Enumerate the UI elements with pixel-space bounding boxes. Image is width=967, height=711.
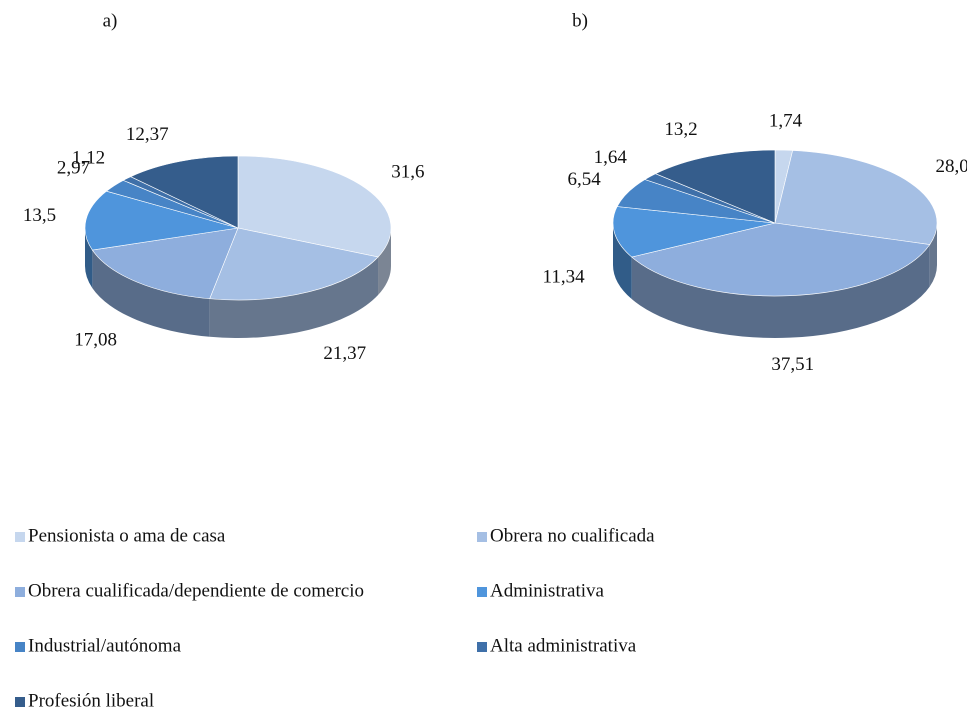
- data-label: 37,51: [771, 354, 814, 375]
- legend-label: Pensionista o ama de casa: [28, 525, 226, 546]
- slice-side: [85, 228, 93, 289]
- data-label: 28,03: [936, 156, 967, 177]
- slice: [631, 222, 931, 297]
- slice: [654, 149, 776, 224]
- data-label: 1,64: [594, 147, 628, 168]
- slice: [130, 155, 239, 229]
- slice-side: [378, 228, 391, 295]
- data-label: 1,74: [769, 111, 803, 132]
- data-label: 2,97: [57, 157, 90, 178]
- legend-swatch: [15, 532, 25, 542]
- slice-side: [92, 250, 210, 337]
- legend-label: Administrativa: [490, 580, 605, 601]
- legend-swatch: [477, 642, 487, 652]
- data-label: 1,12: [72, 148, 105, 169]
- data-label: 13,5: [23, 205, 56, 226]
- data-label: 12,37: [126, 124, 169, 145]
- legend-swatch: [477, 587, 487, 597]
- data-label: 13,2: [664, 119, 697, 140]
- slice-side: [613, 223, 632, 300]
- data-label: 11,34: [543, 266, 586, 287]
- data-label: 21,37: [323, 343, 366, 364]
- slice: [91, 227, 239, 300]
- legend-label: Obrera cualificada/dependiente de comerc…: [28, 580, 364, 601]
- legend-label: Profesión liberal: [28, 690, 154, 711]
- slice: [237, 155, 392, 258]
- legend-swatch: [15, 697, 25, 707]
- slice: [209, 227, 379, 301]
- legend-label: Alta administrativa: [490, 635, 637, 656]
- slice: [612, 206, 776, 258]
- data-label: 17,08: [74, 329, 117, 350]
- panel-label: a): [103, 10, 118, 31]
- slice: [84, 190, 239, 251]
- legend-label: Industrial/autónoma: [28, 635, 182, 656]
- legend-swatch: [477, 532, 487, 542]
- slice-side: [631, 244, 930, 339]
- panel-label: b): [572, 10, 588, 31]
- slice-side: [209, 256, 379, 338]
- legend-swatch: [15, 587, 25, 597]
- data-label: 31,6: [391, 162, 424, 183]
- data-label: 6,54: [567, 169, 601, 190]
- slice: [774, 150, 938, 245]
- legend-swatch: [15, 642, 25, 652]
- slice-side: [929, 223, 937, 287]
- legend-label: Obrera no cualificada: [490, 525, 655, 546]
